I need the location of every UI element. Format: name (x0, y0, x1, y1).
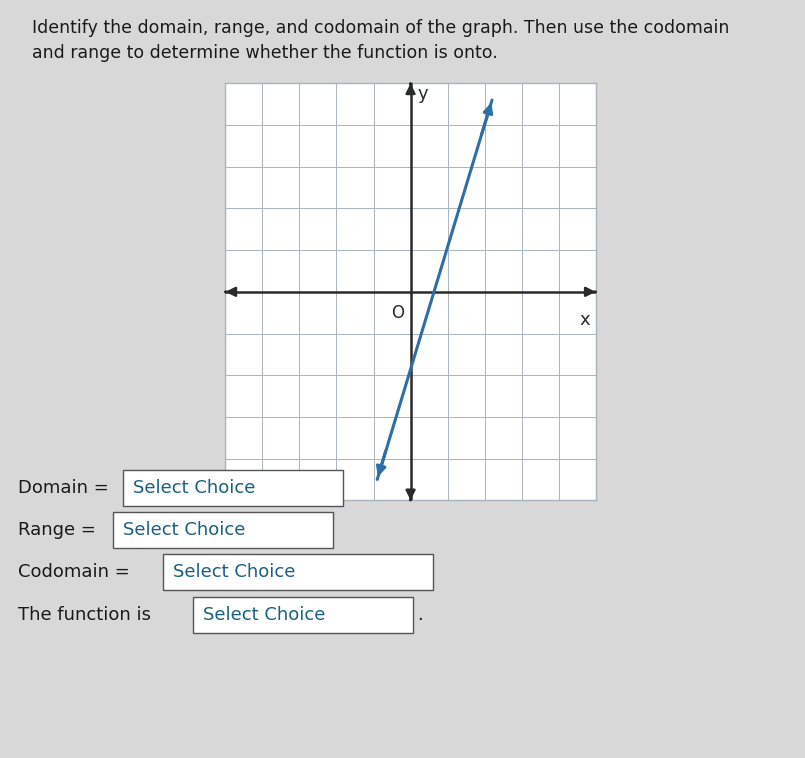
Text: Range =: Range = (18, 521, 101, 539)
Text: Codomain =: Codomain = (18, 563, 135, 581)
Text: .: . (417, 606, 423, 624)
Text: y: y (417, 86, 427, 103)
Text: Identify the domain, range, and codomain of the graph. Then use the codomain
and: Identify the domain, range, and codomain… (32, 19, 729, 62)
Text: Select Choice: Select Choice (172, 563, 295, 581)
Text: x: x (580, 311, 590, 328)
Text: Domain =: Domain = (18, 479, 114, 497)
Text: Select Choice: Select Choice (203, 606, 325, 624)
Text: Select Choice: Select Choice (133, 479, 255, 497)
Text: O: O (391, 303, 404, 321)
Text: Select Choice: Select Choice (122, 521, 245, 539)
Text: The function is: The function is (18, 606, 157, 624)
